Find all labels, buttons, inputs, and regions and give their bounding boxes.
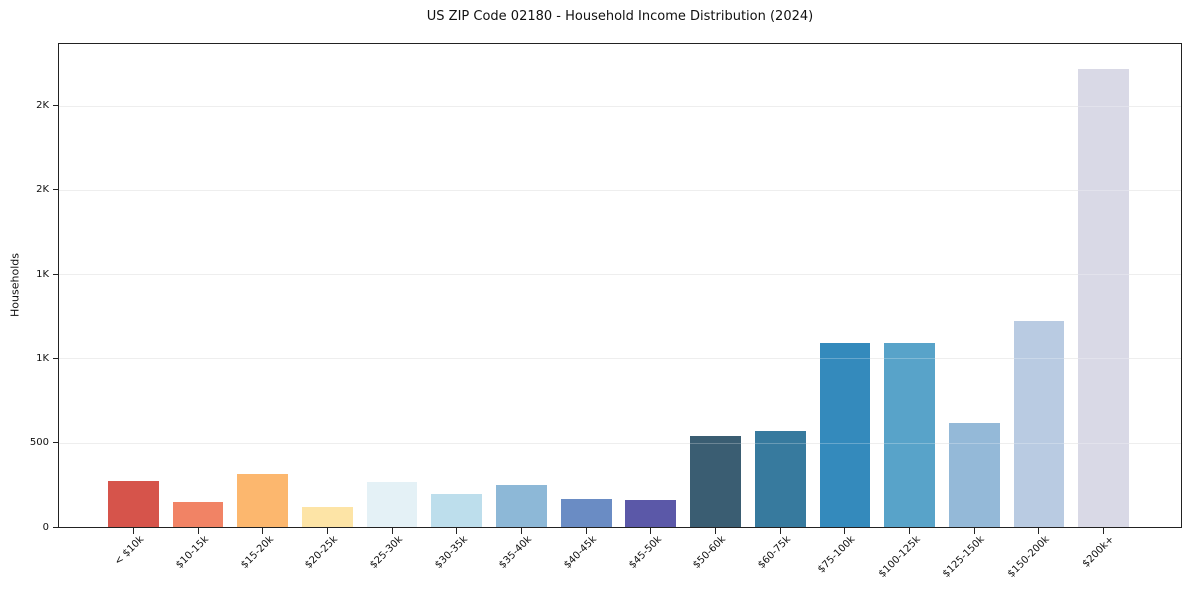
- bar: [560, 498, 612, 527]
- y-tick-label: 1K: [36, 352, 49, 364]
- bars-layer: [59, 44, 1181, 527]
- y-tick-label: 2K: [36, 184, 49, 196]
- x-tick-mark: [1038, 528, 1040, 534]
- bar-slot: [424, 44, 489, 527]
- bar-slot: [554, 44, 619, 527]
- bar-slot: [683, 44, 748, 527]
- y-tick-label: 0: [42, 521, 49, 533]
- x-tick-mark: [132, 528, 134, 534]
- x-tick-label: $60-75k: [756, 534, 793, 571]
- x-tick-mark: [844, 528, 846, 534]
- x-tick-label: $125-150k: [941, 534, 988, 580]
- y-tick-mark: [53, 442, 58, 444]
- bar: [625, 499, 677, 527]
- x-tick-mark: [262, 528, 264, 534]
- y-axis-label: Households: [8, 253, 22, 317]
- chart-title: US ZIP Code 02180 - Household Income Dis…: [426, 9, 814, 24]
- x-tick-label: $100-125k: [876, 534, 923, 580]
- bar-slot: [942, 44, 1007, 527]
- gridline: [59, 274, 1181, 276]
- bar-slot: [748, 44, 813, 527]
- bar: [107, 480, 159, 527]
- bar: [754, 430, 806, 527]
- bar: [431, 493, 483, 527]
- x-tick-label: $25-30k: [367, 534, 405, 571]
- x-tick-mark: [779, 528, 781, 534]
- x-tick-label: $40-45k: [562, 534, 599, 571]
- x-tick-label: $20-25k: [303, 534, 341, 571]
- bar-slot: [877, 44, 942, 527]
- x-tick-mark: [197, 528, 199, 534]
- y-tick-mark: [53, 526, 58, 528]
- bar: [237, 474, 289, 527]
- bar-slot: [360, 44, 425, 527]
- bar: [1013, 321, 1065, 527]
- bar: [690, 435, 741, 527]
- x-tick-label: $45-50k: [626, 534, 664, 571]
- x-tick-mark: [1103, 528, 1105, 534]
- bar-slot: [166, 44, 231, 527]
- bar: [496, 484, 547, 527]
- gridline-highlight: [59, 358, 1181, 360]
- x-tick-mark: [585, 528, 587, 534]
- x-tick-label: $35-40k: [497, 534, 535, 571]
- x-tick-label: $50-60k: [691, 534, 729, 571]
- bar-slot: [295, 44, 360, 527]
- plot-area: [58, 43, 1182, 528]
- bar-slot: [230, 44, 295, 527]
- bar-slot: [1071, 44, 1136, 527]
- x-tick-label: $150-200k: [1005, 534, 1052, 580]
- gridline: [59, 189, 1181, 191]
- x-tick-mark: [973, 528, 975, 534]
- x-tick-label: $200k+: [1080, 534, 1117, 570]
- x-tick-label: $30-35k: [432, 534, 470, 571]
- bar-slot: [101, 44, 166, 527]
- bar-slot: [619, 44, 684, 527]
- y-tick-mark: [53, 273, 58, 275]
- x-tick-mark: [391, 528, 393, 534]
- y-tick-mark: [53, 105, 58, 107]
- y-tick-mark: [53, 189, 58, 191]
- x-tick-mark: [650, 528, 652, 534]
- y-tick-mark: [53, 357, 58, 359]
- gridline: [59, 442, 1181, 444]
- bar: [819, 342, 871, 527]
- y-tick-label: 500: [29, 437, 49, 449]
- bar: [172, 501, 224, 527]
- bar-slot: [1007, 44, 1072, 527]
- x-tick-mark: [456, 528, 458, 534]
- bar-slot: [489, 44, 554, 527]
- gridline: [59, 105, 1181, 107]
- x-tick-label: $15-20k: [238, 534, 276, 571]
- bar: [366, 482, 418, 527]
- bar: [948, 423, 1000, 527]
- bar: [1078, 69, 1130, 527]
- x-tick-mark: [520, 528, 522, 534]
- x-tick-label: < $10k: [112, 534, 147, 568]
- gridline-highlight: [59, 274, 1181, 276]
- y-tick-label: 1K: [36, 268, 49, 280]
- gridline-highlight: [59, 442, 1181, 444]
- x-tick-mark: [715, 528, 717, 534]
- gridline-highlight: [59, 189, 1181, 191]
- bar-slot: [813, 44, 878, 527]
- y-tick-label: 2K: [36, 100, 49, 112]
- gridline-highlight: [59, 105, 1181, 107]
- bar: [884, 343, 935, 527]
- x-tick-label: $75-100k: [816, 534, 858, 576]
- x-tick-label: $10-15k: [173, 534, 211, 571]
- x-tick-mark: [909, 528, 911, 534]
- gridline: [59, 358, 1181, 360]
- x-tick-mark: [326, 528, 328, 534]
- bar: [302, 506, 353, 527]
